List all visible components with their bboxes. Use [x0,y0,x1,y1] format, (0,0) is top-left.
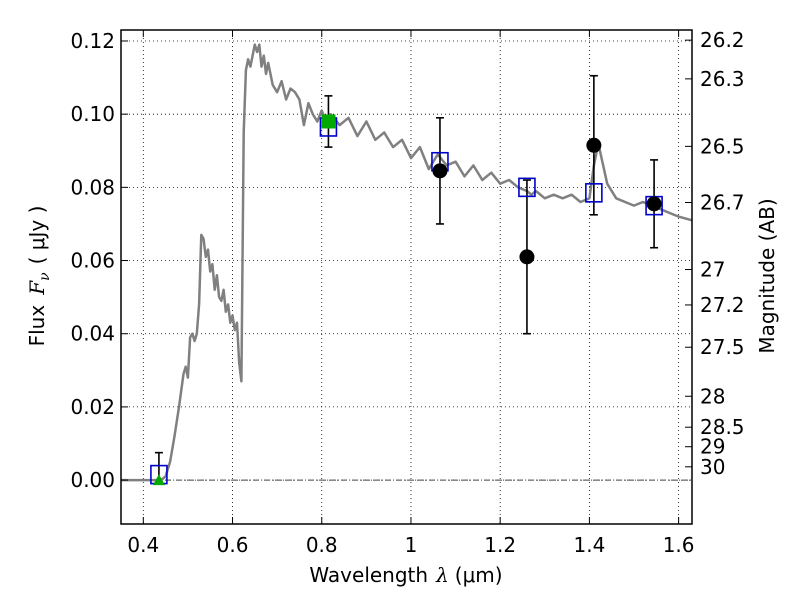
plot-frame [120,29,693,525]
x-tick-labels: 0.4 0.6 0.8 1 1.2 1.4 1.6 [127,533,694,557]
y-tick-label: 0.08 [70,175,115,199]
observed-points [152,114,662,486]
observed-limit [152,474,165,486]
model-photometry-markers [150,117,663,485]
axis-ticks [121,30,692,524]
y-tick-label: 0.02 [70,395,115,419]
observed-point [321,114,336,129]
y2-tick-label: 26.7 [700,191,745,215]
x-tick-label: 0.6 [217,533,249,557]
model-phot-marker [518,177,536,198]
y2-axis-title: Magnitude (AB) [755,198,779,353]
y2-tick-label: 27.2 [700,293,745,317]
y2-tick-label: 26.3 [700,67,745,91]
y-tick-label: 0.10 [70,102,115,126]
grid [121,30,692,524]
y-tick-label: 0.00 [70,468,115,492]
observed-point [432,163,448,179]
x-tick-label: 0.8 [306,533,338,557]
y-tick-label: 0.12 [70,29,115,53]
model-sed-line [121,43,693,482]
y-axis-title: FluxFν( μJy ) [25,206,53,347]
observed-point [586,137,602,153]
x-tick-label: 1.4 [573,533,605,557]
x-tick-label: 1.2 [484,533,516,557]
observed-point [519,249,535,265]
x-tick-label: 1 [405,533,418,557]
y-tick-label: 0.06 [70,249,115,273]
y2-tick-label: 27 [700,258,725,282]
y-tick-label: 0.04 [70,322,115,346]
error-bars [154,74,659,481]
x-axis-title: Wavelength λ (μm) [309,563,502,587]
y2-tick-label: 28 [700,384,725,408]
y2-tick-label: 30 [700,455,725,479]
y2-tick-label: 26.5 [700,134,745,158]
y-tick-labels: 0.00 0.02 0.04 0.06 0.08 0.10 0.12 [70,29,115,492]
model-phot-marker [585,183,603,203]
y2-tick-label: 27.5 [700,335,745,359]
x-tick-label: 1.6 [663,533,695,557]
observed-point [646,196,662,212]
x-tick-label: 0.4 [127,533,159,557]
y2-tick-label: 29 [700,435,725,459]
y2-tick-label: 28.5 [700,415,745,439]
y2-tick-label: 26.2 [700,28,745,52]
